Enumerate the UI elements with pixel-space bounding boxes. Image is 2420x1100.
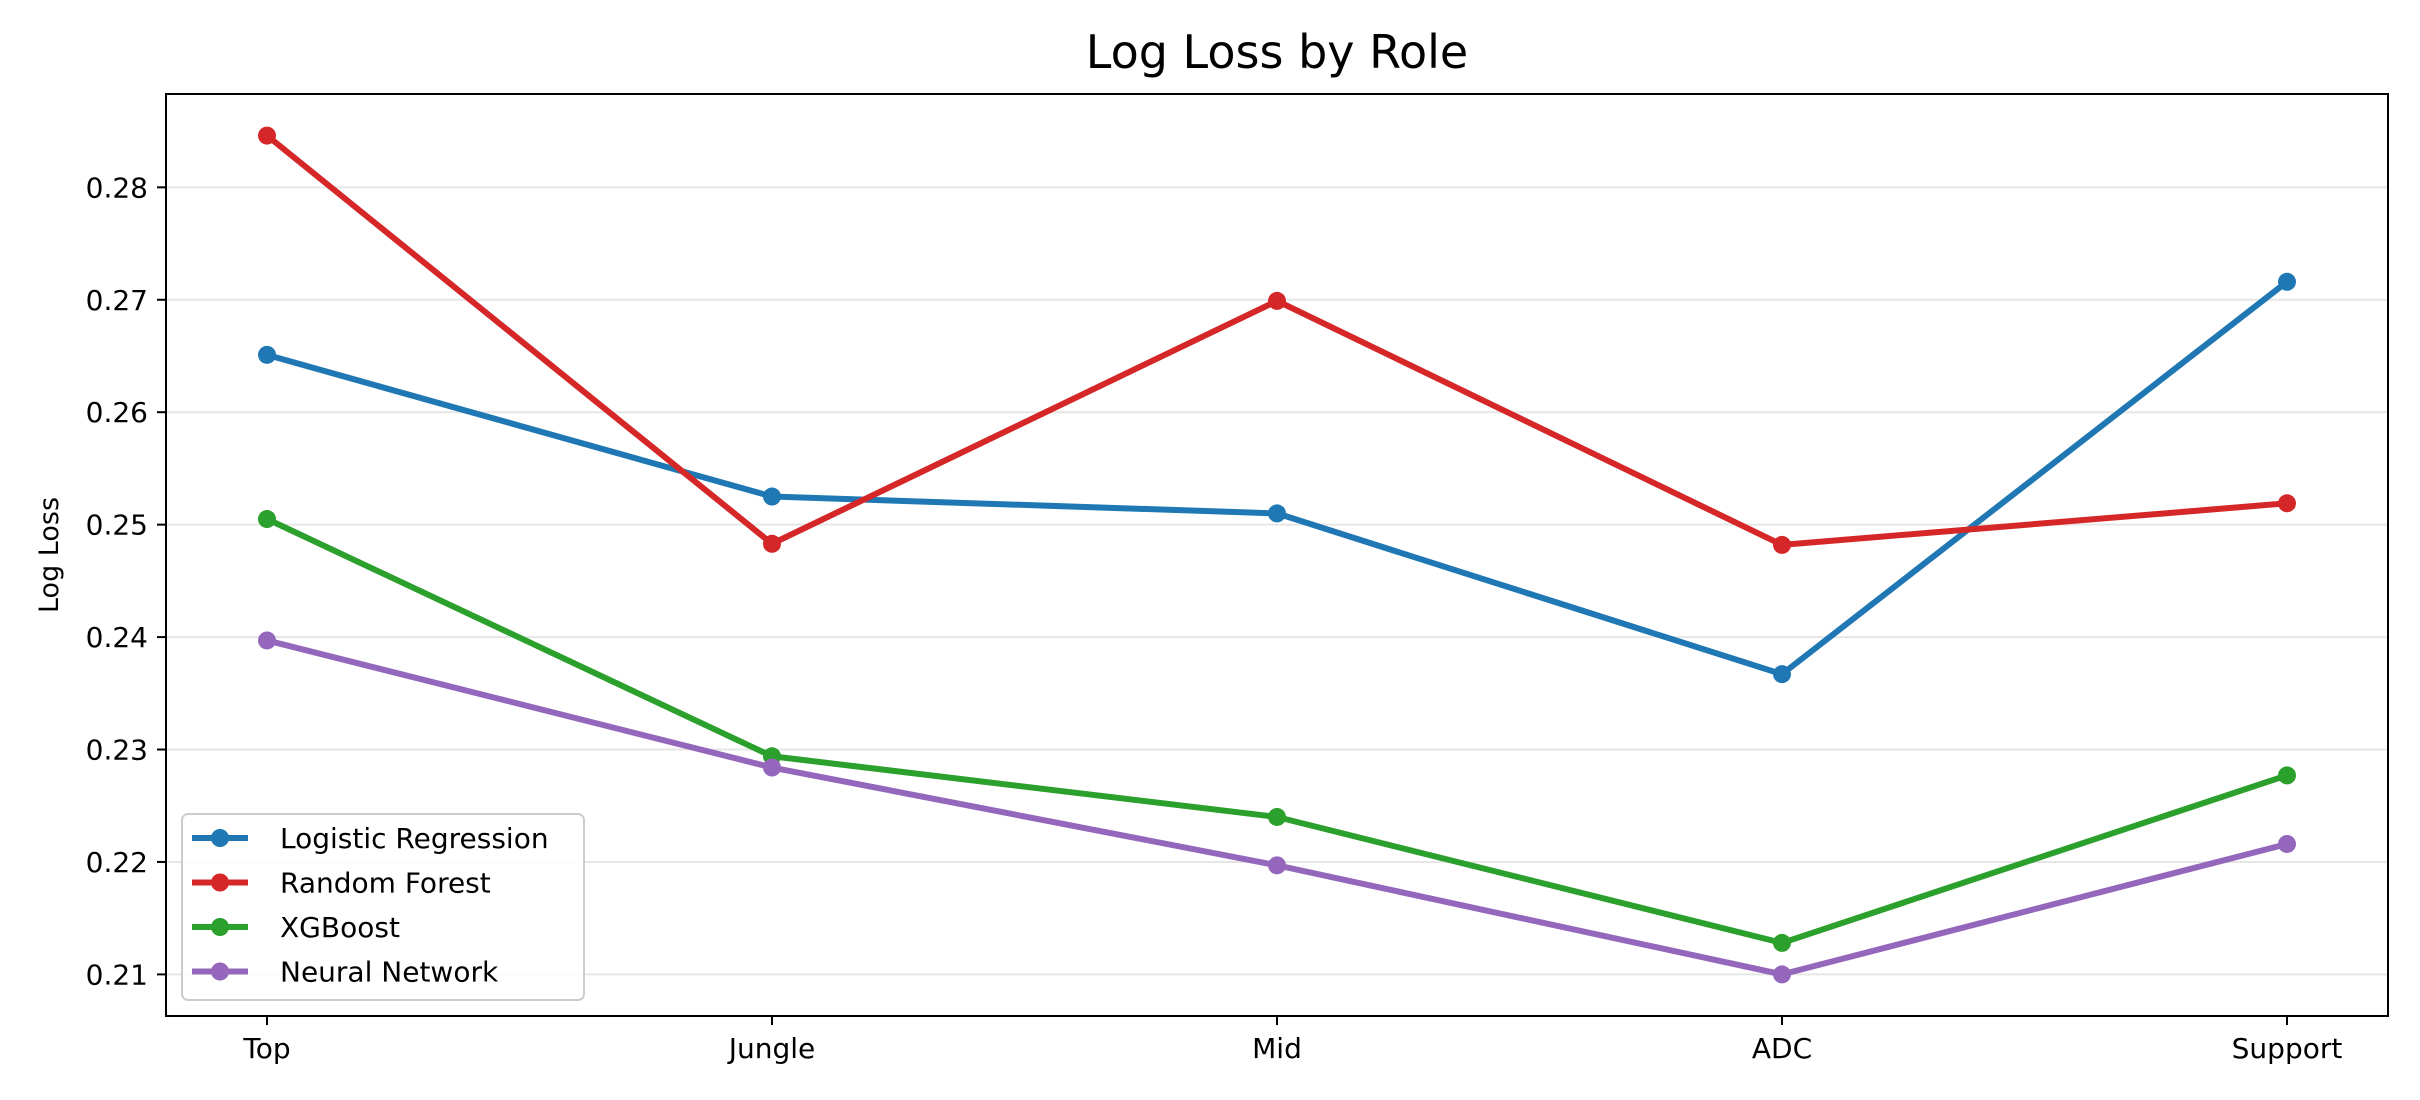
series-neural-network	[258, 631, 2296, 984]
y-axis-label: Log Loss	[34, 497, 65, 613]
series-logistic-regression	[258, 272, 2296, 684]
data-point-xgboost	[1773, 933, 1791, 952]
x-tick-label: Mid	[1252, 1032, 1302, 1065]
data-point-neural-network	[2278, 834, 2296, 853]
data-point-neural-network	[1268, 856, 1286, 875]
data-point-logistic-regression	[1773, 665, 1791, 684]
series-layer	[258, 126, 2296, 984]
data-point-random-forest	[2278, 494, 2296, 513]
data-point-neural-network	[763, 758, 781, 777]
chart-title: Log Loss by Role	[1086, 25, 1468, 79]
legend: Logistic Regression Random Forest XGBoost N…	[181, 813, 585, 1001]
data-point-random-forest	[1268, 291, 1286, 310]
series-random-forest	[258, 126, 2296, 554]
legend-item-xgboost: XGBoost	[192, 911, 400, 944]
data-point-neural-network	[1773, 965, 1791, 984]
y-tick-label: 0.23	[86, 734, 148, 767]
x-tick-label: ADC	[1752, 1032, 1812, 1065]
legend-item-neural-network: Neural Network	[192, 956, 499, 989]
data-point-xgboost	[1268, 807, 1286, 826]
series-line-random-forest	[264, 132, 2290, 548]
legend-swatch-marker	[211, 918, 229, 936]
y-tick-label: 0.28	[86, 171, 148, 204]
y-tick-label: 0.21	[86, 958, 148, 991]
y-tick-label: 0.27	[86, 284, 148, 317]
legend-swatch-marker	[211, 829, 229, 847]
y-tick-label: 0.25	[86, 509, 148, 542]
data-point-xgboost	[258, 510, 276, 529]
x-tick-label: Top	[242, 1032, 290, 1065]
legend-label: Logistic Regression	[280, 822, 549, 855]
data-point-random-forest	[763, 534, 781, 553]
y-tick-label: 0.22	[86, 846, 148, 879]
x-tick-label: Jungle	[727, 1032, 816, 1065]
data-point-logistic-regression	[763, 487, 781, 506]
data-point-neural-network	[258, 631, 276, 650]
x-tick-label: Support	[2232, 1032, 2343, 1065]
y-tick-label: 0.26	[86, 396, 148, 429]
y-tick-label: 0.24	[86, 621, 148, 654]
data-point-random-forest	[1773, 535, 1791, 554]
legend-label: Neural Network	[280, 956, 499, 989]
data-point-random-forest	[258, 126, 276, 145]
data-point-logistic-regression	[1268, 504, 1286, 523]
data-point-xgboost	[2278, 766, 2296, 785]
series-line-logistic-regression	[264, 278, 2290, 678]
legend-item-logistic-regression: Logistic Regression	[192, 822, 549, 855]
data-point-logistic-regression	[2278, 272, 2296, 291]
legend-label: Random Forest	[280, 867, 491, 900]
legend-swatch-marker	[211, 873, 229, 892]
data-point-logistic-regression	[258, 345, 276, 364]
legend-item-random-forest: Random Forest	[192, 867, 491, 900]
legend-label: XGBoost	[280, 911, 400, 944]
axis-ticks: 0.21 0.22 0.23 0.24 0.25 0.26 0.27 0.28 Top Jungl…	[86, 171, 2343, 1065]
legend-swatch-marker	[211, 962, 229, 981]
legend-box	[181, 813, 585, 1001]
